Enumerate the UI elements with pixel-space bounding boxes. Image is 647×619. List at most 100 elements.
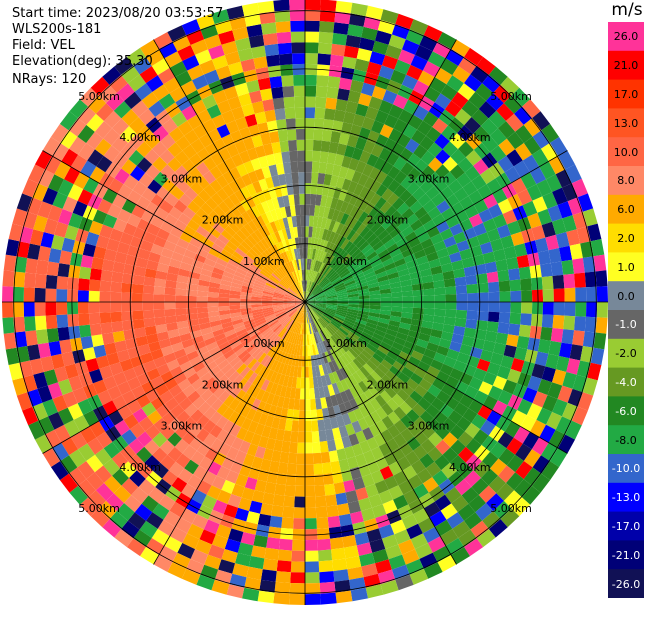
- velocity-gate: [434, 287, 446, 296]
- velocity-gate: [401, 285, 413, 292]
- velocity-gate: [338, 77, 353, 91]
- velocity-gate: [311, 161, 320, 173]
- velocity-gate: [320, 251, 327, 263]
- velocity-gate: [166, 322, 178, 332]
- velocity-gate: [102, 66, 122, 85]
- velocity-gate: [512, 383, 528, 399]
- velocity-gate: [429, 77, 447, 94]
- velocity-gate: [319, 277, 328, 287]
- velocity-gate: [92, 183, 109, 199]
- azimuth-spoke: [304, 39, 457, 303]
- velocity-gate: [309, 388, 316, 400]
- velocity-gate: [324, 241, 332, 253]
- velocity-gate: [274, 290, 285, 296]
- velocity-gate: [308, 366, 313, 378]
- velocity-gate: [264, 284, 276, 291]
- velocity-gate: [345, 556, 362, 570]
- velocity-gate: [195, 383, 209, 397]
- velocity-gate: [465, 149, 482, 166]
- velocity-gate: [334, 332, 344, 343]
- velocity-gate: [424, 501, 441, 518]
- velocity-gate: [181, 255, 194, 266]
- velocity-gate: [437, 555, 457, 572]
- velocity-gate: [373, 157, 387, 171]
- velocity-gate: [243, 453, 255, 467]
- velocity-gate: [284, 172, 293, 185]
- velocity-gate: [358, 92, 372, 107]
- velocity-gate: [400, 175, 414, 190]
- velocity-gate: [189, 422, 203, 437]
- velocity-gate: [306, 312, 309, 324]
- velocity-gate: [389, 381, 402, 394]
- velocity-gate: [305, 366, 309, 378]
- velocity-gate: [261, 201, 271, 213]
- velocity-gate: [401, 366, 414, 379]
- velocity-gate: [271, 417, 281, 429]
- velocity-gate: [73, 415, 90, 432]
- velocity-gate: [254, 229, 264, 241]
- velocity-gate: [291, 550, 305, 562]
- velocity-gate: [440, 84, 458, 101]
- velocity-gate: [197, 312, 209, 319]
- velocity-gate: [271, 505, 284, 518]
- velocity-gate: [521, 290, 533, 302]
- velocity-gate: [278, 374, 286, 386]
- velocity-gate: [497, 390, 513, 406]
- velocity-gate: [80, 160, 97, 178]
- velocity-gate: [537, 339, 551, 354]
- velocity-gate: [344, 203, 355, 216]
- velocity-gate: [441, 207, 455, 221]
- velocity-gate: [420, 438, 436, 454]
- velocity-gate: [186, 302, 197, 309]
- velocity-gate: [262, 98, 275, 112]
- velocity-gate: [337, 297, 349, 301]
- velocity-gate: [391, 302, 403, 308]
- velocity-gate: [123, 367, 137, 382]
- velocity-gate: [203, 519, 220, 535]
- velocity-gate: [294, 298, 305, 302]
- velocity-gate: [398, 49, 415, 65]
- velocity-gate: [385, 267, 398, 276]
- velocity-gate: [430, 265, 443, 275]
- velocity-gate: [314, 485, 326, 497]
- velocity-gate: [297, 294, 305, 302]
- velocity-gate: [324, 351, 332, 363]
- velocity-gate: [122, 273, 134, 284]
- velocity-gate: [167, 25, 187, 42]
- velocity-gate: [369, 538, 386, 553]
- velocity-gate: [254, 423, 265, 436]
- velocity-gate: [354, 195, 365, 209]
- velocity-gate: [358, 307, 370, 313]
- velocity-gate: [275, 310, 286, 317]
- velocity-gate: [328, 526, 343, 539]
- velocity-gate: [103, 441, 120, 459]
- velocity-gate: [272, 295, 284, 299]
- velocity-gate: [318, 42, 333, 55]
- velocity-gate: [501, 405, 518, 421]
- velocity-gate: [309, 215, 314, 227]
- velocity-gate: [337, 329, 347, 339]
- velocity-gate: [294, 302, 305, 305]
- velocity-gate: [355, 278, 367, 286]
- velocity-gate: [377, 378, 390, 391]
- velocity-gate: [96, 155, 113, 173]
- velocity-gate: [274, 308, 285, 314]
- velocity-gate: [173, 244, 187, 256]
- velocity-gate: [302, 334, 305, 346]
- velocity-gate: [268, 334, 278, 344]
- velocity-gate: [409, 200, 423, 214]
- velocity-gate: [335, 392, 344, 405]
- velocity-gate: [29, 229, 44, 246]
- velocity-gate: [404, 194, 418, 208]
- velocity-gate: [309, 282, 315, 293]
- velocity-gate: [232, 563, 249, 578]
- velocity-gate: [79, 324, 92, 338]
- velocity-gate: [307, 237, 312, 249]
- velocity-gate: [451, 260, 464, 271]
- velocity-gate: [281, 75, 294, 87]
- velocity-gate: [279, 385, 287, 398]
- velocity-gate: [225, 262, 238, 272]
- velocity-gate: [334, 579, 351, 593]
- velocity-gate: [347, 261, 358, 271]
- colorbar-unit: m/s: [611, 0, 643, 20]
